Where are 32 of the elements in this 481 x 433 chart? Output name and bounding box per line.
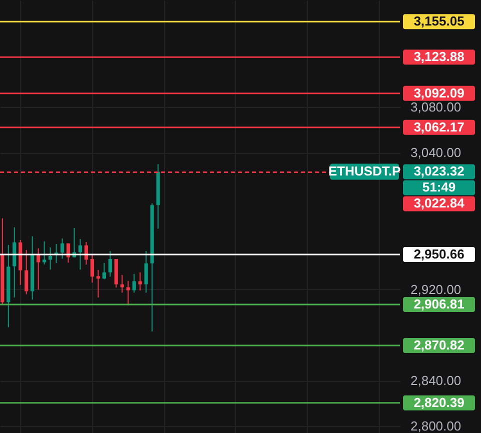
text: 51:49 xyxy=(422,180,456,195)
ref-line-label: 2,950.66 xyxy=(414,246,464,262)
ref-line-label: 3,092.09 xyxy=(414,85,464,100)
ref-line-label: 3,155.05 xyxy=(414,14,464,29)
candlestick xyxy=(96,269,100,298)
candlestick xyxy=(90,254,94,284)
y-tick-label: 2,800.00 xyxy=(410,418,462,433)
ref-line-label: 2,870.82 xyxy=(414,337,464,352)
annotation: ETHUSDT.P xyxy=(328,164,401,179)
candlestick xyxy=(120,274,124,294)
candlestick xyxy=(60,238,64,260)
candlestick xyxy=(42,240,46,265)
ref-line-label: 2,820.39 xyxy=(414,394,464,410)
ref-line-label: 3,123.88 xyxy=(414,49,464,64)
y-tick-label: 2,840.00 xyxy=(410,373,462,388)
candlestick xyxy=(102,262,106,280)
candlestick xyxy=(12,226,16,298)
y-tick-label: 3,040.00 xyxy=(410,145,462,160)
text: 3,023.32 xyxy=(414,164,464,179)
candlestick xyxy=(78,238,82,270)
ref-line-label: 2,906.81 xyxy=(414,296,464,312)
candlestick xyxy=(108,250,112,278)
ref-line-label: 3,022.84 xyxy=(414,196,466,211)
ref-line-label: 3,062.17 xyxy=(414,119,464,134)
candlestick xyxy=(24,250,28,295)
candlestick xyxy=(132,273,136,294)
y-tick-label: 3,080.00 xyxy=(410,100,462,115)
candlestick xyxy=(48,246,52,270)
candlestick xyxy=(36,248,40,290)
y-tick-label: 2,920.00 xyxy=(410,282,462,297)
candlestick xyxy=(144,250,148,294)
candlestick xyxy=(138,272,142,292)
